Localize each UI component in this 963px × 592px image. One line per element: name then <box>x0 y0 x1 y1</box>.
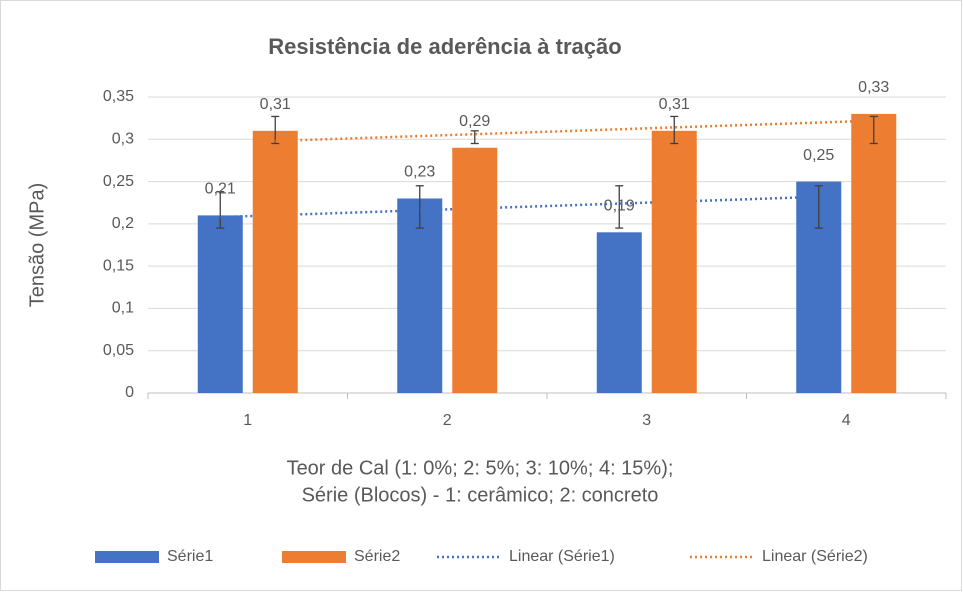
y-tick-label: 0,35 <box>103 88 134 105</box>
y-tick-label: 0,05 <box>103 342 134 359</box>
bar <box>452 147 498 393</box>
bar <box>596 232 642 393</box>
bar <box>252 130 298 394</box>
bar <box>397 198 443 393</box>
x-tick-label: 3 <box>642 412 651 429</box>
x-axis-title: Série (Blocos) - 1: cerâmico; 2: concret… <box>302 484 659 506</box>
chart-title: Resistência de aderência à tração <box>268 34 621 59</box>
legend-label: Série2 <box>354 548 400 565</box>
data-label: 0,31 <box>659 96 690 113</box>
x-axis-title: Teor de Cal (1: 0%; 2: 5%; 3: 10%; 4: 15… <box>287 457 674 479</box>
legend-label: Linear (Série2) <box>762 548 868 565</box>
legend-label: Série1 <box>167 548 213 565</box>
data-label: 0,31 <box>260 96 291 113</box>
data-label: 0,29 <box>459 113 490 130</box>
data-label: 0,21 <box>205 181 236 198</box>
bar <box>197 215 243 393</box>
data-label: 0,25 <box>803 147 834 164</box>
x-tick-label: 1 <box>243 412 252 429</box>
legend-swatch <box>95 551 159 563</box>
legend-label: Linear (Série1) <box>509 548 615 565</box>
bar <box>651 130 697 394</box>
data-label: 0,23 <box>404 164 435 181</box>
x-tick-label: 4 <box>842 412 851 429</box>
y-tick-label: 0,25 <box>103 173 134 190</box>
legend-swatch <box>282 551 346 563</box>
y-tick-label: 0,15 <box>103 257 134 274</box>
y-tick-label: 0,3 <box>112 131 134 148</box>
y-tick-label: 0 <box>125 384 134 401</box>
bar <box>851 113 897 394</box>
y-tick-label: 0,2 <box>112 215 134 232</box>
y-tick-label: 0,1 <box>112 300 134 317</box>
data-label: 0,19 <box>604 198 635 215</box>
data-label: 0,33 <box>858 79 889 96</box>
y-axis-title: Tensão (MPa) <box>26 183 48 308</box>
x-tick-label: 2 <box>443 412 452 429</box>
